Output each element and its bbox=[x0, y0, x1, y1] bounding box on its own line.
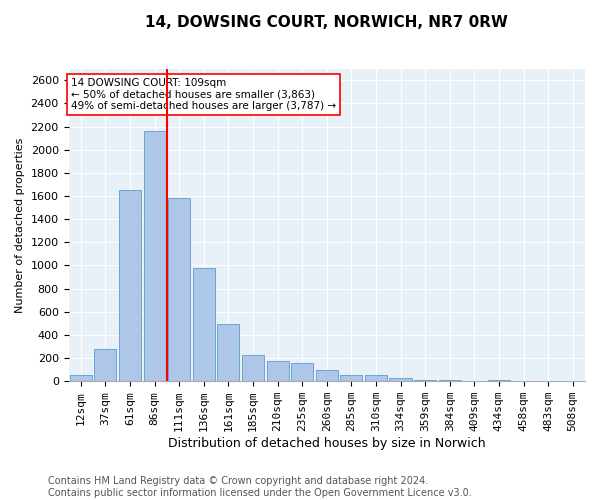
Text: Contains HM Land Registry data © Crown copyright and database right 2024.
Contai: Contains HM Land Registry data © Crown c… bbox=[48, 476, 472, 498]
X-axis label: Distribution of detached houses by size in Norwich: Distribution of detached houses by size … bbox=[168, 437, 485, 450]
Bar bbox=[217, 324, 239, 381]
Bar bbox=[193, 268, 215, 381]
Bar bbox=[463, 380, 485, 381]
Bar bbox=[316, 370, 338, 381]
Y-axis label: Number of detached properties: Number of detached properties bbox=[15, 138, 25, 312]
Bar bbox=[291, 364, 313, 381]
Bar bbox=[512, 380, 535, 381]
Title: 14, DOWSING COURT, NORWICH, NR7 0RW: 14, DOWSING COURT, NORWICH, NR7 0RW bbox=[145, 15, 508, 30]
Bar bbox=[70, 376, 92, 381]
Bar bbox=[340, 375, 362, 381]
Bar bbox=[168, 198, 190, 381]
Bar bbox=[119, 190, 141, 381]
Bar bbox=[94, 349, 116, 381]
Bar bbox=[488, 380, 510, 381]
Bar bbox=[365, 375, 387, 381]
Bar bbox=[242, 354, 264, 381]
Bar bbox=[266, 361, 289, 381]
Text: 14 DOWSING COURT: 109sqm
← 50% of detached houses are smaller (3,863)
49% of sem: 14 DOWSING COURT: 109sqm ← 50% of detach… bbox=[71, 78, 336, 111]
Bar bbox=[537, 380, 559, 381]
Bar bbox=[389, 378, 412, 381]
Bar bbox=[439, 380, 461, 381]
Bar bbox=[414, 380, 436, 381]
Bar bbox=[143, 131, 166, 381]
Bar bbox=[562, 380, 584, 381]
